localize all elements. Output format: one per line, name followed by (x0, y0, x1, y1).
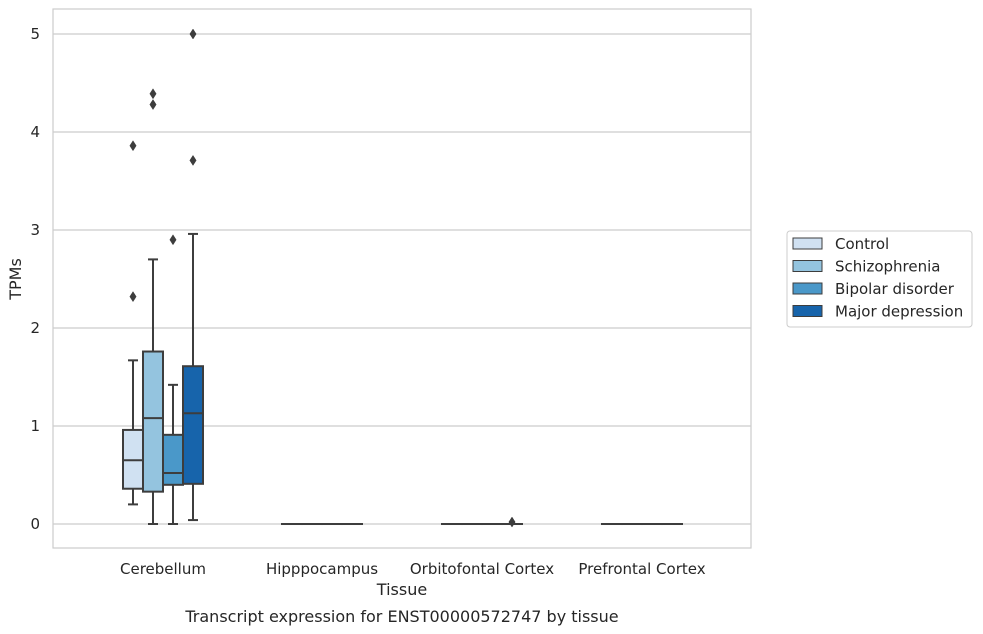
chart-caption: Transcript expression for ENST0000057274… (184, 607, 618, 626)
x-tick-label: Hipppocampus (266, 560, 378, 578)
y-tick-label: 5 (30, 25, 40, 43)
box-groups (122, 28, 683, 528)
box-group (162, 234, 184, 525)
y-tick-label: 4 (30, 123, 40, 141)
box-group (501, 516, 523, 528)
x-tick-label: Prefrontal Cortex (578, 560, 705, 578)
box (142, 350, 164, 493)
y-tick-label: 1 (30, 417, 40, 435)
y-tick-label: 0 (30, 515, 40, 533)
legend-swatch (792, 260, 823, 272)
legend: Control Schizophrenia Bipolar disorder Majo… (786, 230, 973, 328)
box-group (122, 140, 144, 506)
box (162, 433, 184, 486)
outlier-point (189, 28, 197, 40)
legend-swatch (792, 237, 823, 250)
outlier-point (189, 154, 197, 166)
legend-label: Bipolar disorder (835, 280, 955, 298)
legend-label: Control (835, 235, 889, 253)
y-tick-label: 2 (30, 319, 40, 337)
outlier-point (508, 516, 516, 528)
box-group (182, 28, 204, 522)
outlier-point (149, 88, 157, 100)
outlier-point (129, 291, 137, 303)
x-axis-ticks: Cerebellum Hipppocampus Orbitofontal Corte… (120, 560, 706, 578)
y-axis-ticks: 0 1 2 3 4 5 (30, 25, 40, 533)
legend-swatch (792, 305, 823, 317)
legend-frame (786, 230, 973, 328)
box-group (142, 88, 164, 525)
x-tick-label: Cerebellum (120, 560, 206, 578)
series-major-depression (182, 28, 683, 528)
y-axis-title: TPMs (6, 258, 25, 301)
series-schizophrenia (142, 88, 643, 526)
y-tick-label: 3 (30, 221, 40, 239)
x-tick-label: Orbitofontal Cortex (410, 560, 554, 578)
outlier-point (169, 234, 177, 246)
box (182, 365, 204, 485)
series-bipolar-disorder (162, 234, 663, 526)
plot-area-frame (52, 8, 752, 549)
legend-label: Major depression (835, 303, 963, 321)
x-axis-title: Tissue (376, 580, 427, 599)
legend-label: Schizophrenia (835, 258, 940, 276)
legend-swatch (792, 282, 823, 295)
outlier-point (149, 99, 157, 111)
outlier-point (129, 140, 137, 152)
